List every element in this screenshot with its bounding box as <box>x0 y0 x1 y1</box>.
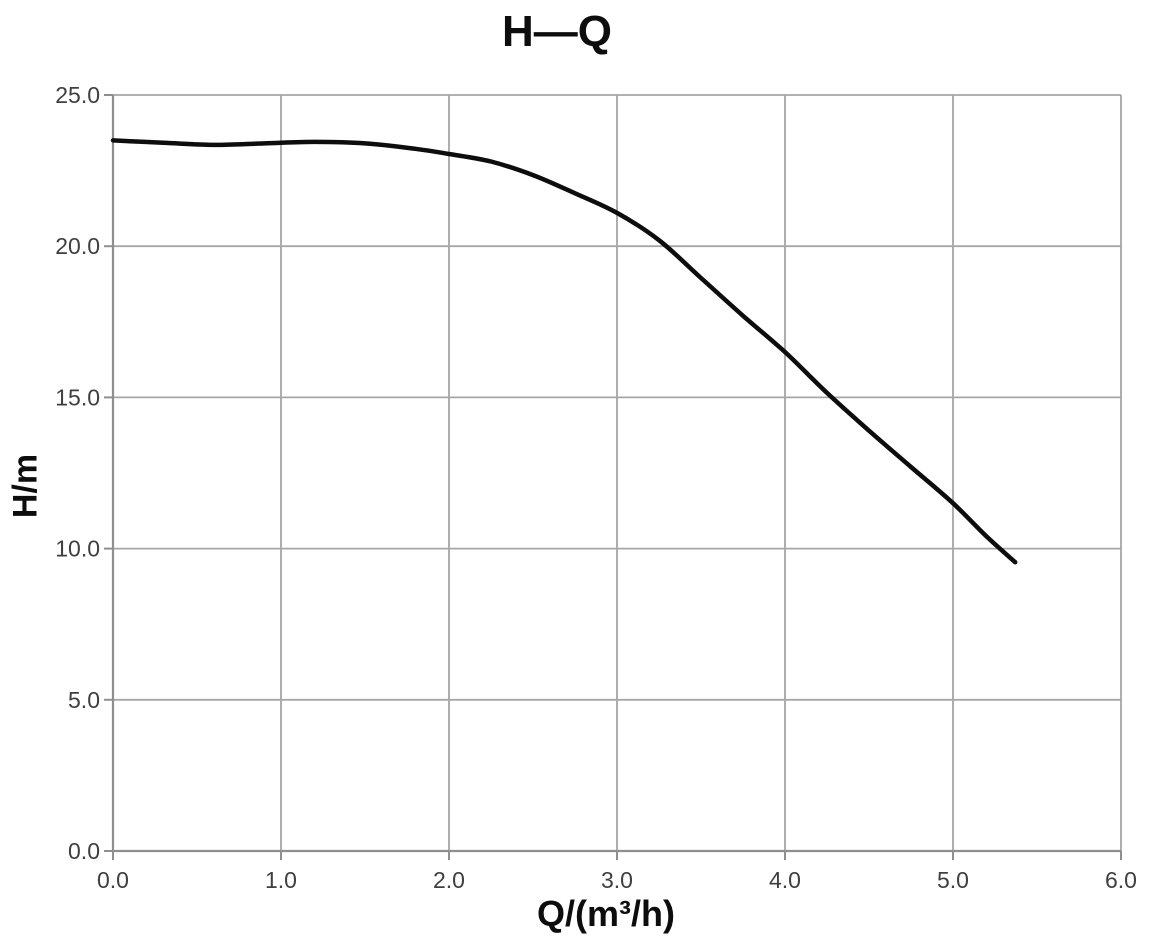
x-tick-label-5.0: 5.0 <box>937 867 969 893</box>
x-tick-label-4.0: 4.0 <box>769 867 801 893</box>
y-tick-label-15.0: 15.0 <box>55 384 100 410</box>
y-tick-label-10.0: 10.0 <box>55 536 100 562</box>
x-axis-title: Q/(m³/h) <box>537 893 675 934</box>
series-curve <box>110 138 1018 565</box>
x-tick-label-0.0: 0.0 <box>97 867 129 893</box>
y-tick-label-5.0: 5.0 <box>68 687 100 713</box>
x-tick-label-1.0: 1.0 <box>265 867 297 893</box>
x-tick-label-6.0: 6.0 <box>1105 867 1137 893</box>
x-tick-label-3.0: 3.0 <box>601 867 633 893</box>
x-tick-label-2.0: 2.0 <box>433 867 465 893</box>
chart-title: H—Q <box>502 7 612 56</box>
y-tick-label-20.0: 20.0 <box>55 233 100 259</box>
y-tick-label-0.0: 0.0 <box>68 838 100 864</box>
y-tick-label-25.0: 25.0 <box>55 82 100 108</box>
